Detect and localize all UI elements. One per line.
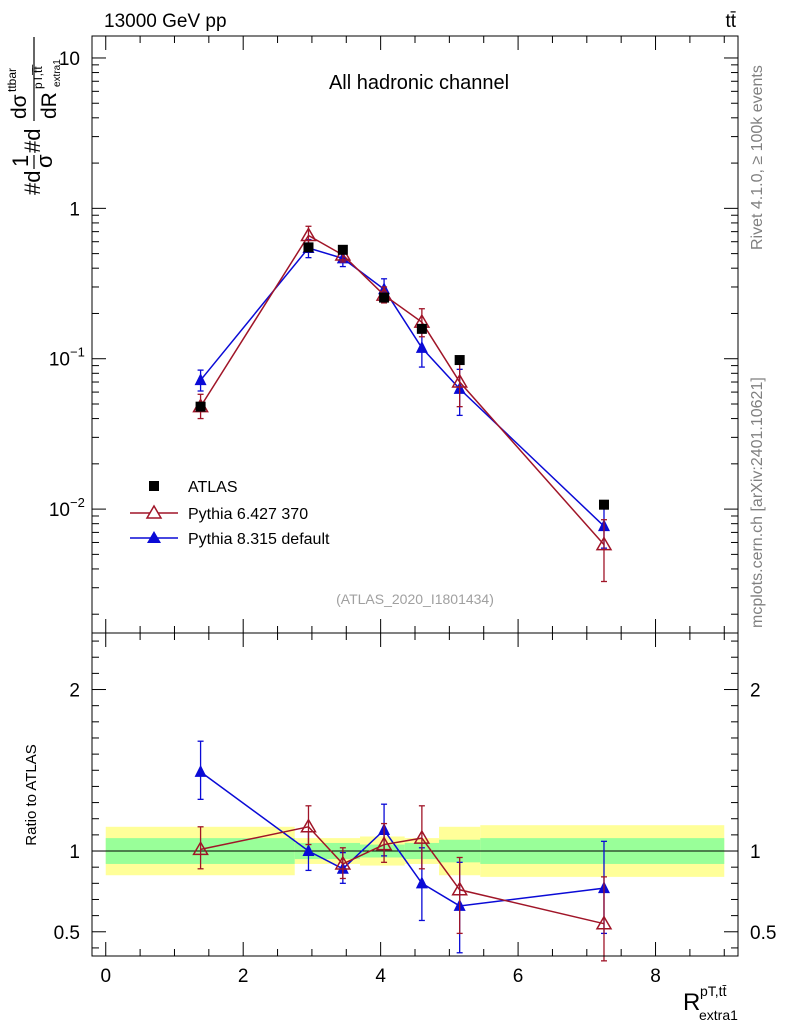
main-data-point — [194, 373, 207, 386]
main-x-ticks — [105, 36, 725, 633]
ylabel-num-sup: ttbar — [5, 68, 19, 92]
ylabel-den-sup: pT,t̅t̅ — [31, 64, 45, 89]
ratio-panel: 0.5 0.5 1 1 2 2 0 2 4 6 8 — [54, 632, 776, 987]
ratio-y-tick-label-right: 0.5 — [750, 923, 776, 944]
x-tick-label: 2 — [238, 966, 249, 987]
analysis-label: (ATLAS_2020_I1801434) — [336, 591, 494, 607]
svg-text:pT,t̅t̅: pT,t̅t̅ — [31, 64, 45, 89]
rivet-version-label: Rivet 4.1.0, ≥ 100k events — [749, 65, 766, 250]
legend: ATLAS Pythia 6.427 370 Pythia 8.315 defa… — [130, 479, 330, 548]
main-data-point — [379, 292, 390, 303]
x-tick-label: 6 — [513, 966, 524, 987]
ratio-data-point — [375, 836, 393, 851]
main-series-line — [199, 234, 605, 546]
ratio-pythia-6-427-370 — [192, 805, 613, 962]
xlabel-sub: extra1 — [699, 1007, 738, 1023]
x-tick-label: 4 — [375, 966, 386, 987]
ratio-y-axis-label: Ratio to ATLAS — [23, 744, 40, 845]
legend-py8-label: Pythia 8.315 default — [188, 531, 330, 548]
svg-text:#d: #d — [20, 129, 45, 153]
svg-text:R: R — [683, 989, 700, 1016]
y-tick-label-exponent: −2 — [70, 495, 85, 510]
ylabel-den: dR — [38, 92, 61, 119]
ratio-data-point — [302, 844, 315, 857]
main-data-point — [337, 244, 348, 255]
svg-text:pT,tt̄: pT,tt̄ — [700, 983, 727, 999]
main-series-line — [200, 247, 605, 527]
ylabel-mid: #d — [20, 129, 45, 153]
main-data-point — [598, 499, 609, 510]
y-tick-label-exponent: −1 — [70, 345, 85, 360]
main-data-point — [451, 373, 468, 388]
svg-text:dσ: dσ — [8, 94, 31, 119]
main-pythia-8-315-default — [194, 238, 610, 549]
y-tick-label: 10 — [49, 500, 70, 521]
ratio-data-point — [415, 876, 428, 889]
xlabel-main: R — [683, 989, 700, 1016]
main-y-axis-label: #d 1 σ #d dσ ttbar dR pT,t̅t̅ extra1 — [5, 37, 63, 195]
y-tick-label: 1 — [69, 199, 80, 220]
ratio-x-ticks: 0 2 4 6 8 — [100, 633, 725, 987]
ratio-data-point — [595, 915, 613, 930]
main-data-point — [195, 401, 206, 412]
legend-atlas-label: ATLAS — [188, 479, 238, 496]
y-tick-label: 10 — [59, 49, 80, 70]
main-series — [192, 225, 613, 583]
xlabel-sup: pT,tt̄ — [700, 983, 727, 999]
ylabel-den-sub: extra1 — [52, 59, 63, 87]
main-pythia-6-427-370 — [192, 225, 613, 583]
svg-text:extra1: extra1 — [699, 1007, 738, 1023]
mcplots-label: mcplots.cern.ch [arXiv:2401.10621] — [749, 377, 766, 628]
svg-text:#d: #d — [20, 171, 45, 195]
ratio-data-point — [413, 829, 431, 844]
legend-py8-marker — [147, 531, 161, 543]
energy-label: 13000 GeV pp — [104, 11, 227, 32]
legend-py6-marker — [145, 504, 163, 519]
svg-text:dR: dR — [38, 92, 61, 119]
ratio-data-point — [451, 881, 468, 896]
svg-text:ttbar: ttbar — [5, 68, 19, 92]
ratio-series — [192, 740, 613, 962]
main-data-point — [303, 242, 314, 253]
x-tick-label: 0 — [100, 966, 111, 987]
ylabel-pre: #d — [20, 171, 45, 195]
main-data-point — [300, 226, 317, 242]
main-data-point — [454, 355, 465, 366]
ratio-y-ticks: 0.5 0.5 1 1 2 2 — [54, 640, 776, 949]
ylabel-num: dσ — [8, 94, 31, 119]
ratio-data-point — [194, 764, 207, 777]
main-atlas — [195, 242, 609, 510]
ratio-data-point — [192, 840, 209, 856]
ratio-data-point — [300, 818, 317, 833]
x-axis-label: R pT,tt̄ extra1 — [683, 983, 738, 1023]
main-data-point — [416, 323, 427, 334]
ylabel-frac-bottom: σ — [32, 154, 57, 168]
ratio-y-tick-label-right: 2 — [750, 681, 761, 702]
ratio-y-tick-label: 0.5 — [54, 923, 80, 944]
svg-text:extra1: extra1 — [52, 59, 63, 87]
main-chart-title: All hadronic channel — [329, 72, 509, 94]
y-tick-label: 10 — [49, 350, 70, 371]
process-label: tt̄ — [725, 11, 736, 32]
ratio-y-tick-label: 1 — [69, 842, 80, 863]
legend-atlas-marker — [149, 481, 159, 491]
x-tick-label: 8 — [650, 966, 661, 987]
svg-text:1: 1 — [8, 155, 33, 167]
ratio-data-point — [334, 855, 352, 870]
ratio-y-tick-label-right: 1 — [750, 842, 761, 863]
ratio-panel-frame — [91, 632, 739, 957]
main-data-point — [595, 536, 613, 551]
svg-text:σ: σ — [32, 154, 57, 168]
main-data-point — [415, 340, 428, 353]
ylabel-frac-top: 1 — [8, 155, 33, 167]
ratio-y-tick-label: 2 — [69, 681, 80, 702]
legend-py6-label: Pythia 6.427 370 — [188, 506, 308, 523]
